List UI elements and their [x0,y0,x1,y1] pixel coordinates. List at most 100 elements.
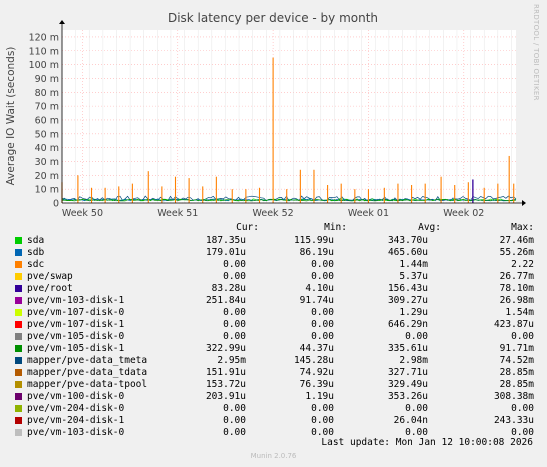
legend-series-name: pve/vm-103-disk-1 [27,295,125,306]
legend-cur-value: 0.00 [223,403,246,414]
legend-swatch [15,369,22,376]
legend-min-value: 76.39u [299,379,334,390]
legend-cur-value: 151.91u [205,367,246,378]
x-tick-label: Week 02 [443,208,484,219]
legend-avg-value: 327.71u [387,367,428,378]
y-tick-label: 90 m [35,74,59,85]
legend-min-value: 1.19u [305,391,334,402]
legend-cur-value: 179.01u [205,247,246,258]
legend-swatch [15,321,22,328]
legend-swatch [15,417,22,424]
legend-row: sdb 179.01u 86.19u 465.60u 55.26m [0,247,547,259]
legend-avg-value: 2.98m [399,355,428,366]
legend-series-name: mapper/pve-data_tmeta [27,355,148,366]
legend-header: Cur: Min: Avg: Max: [0,222,547,234]
legend-series-name: pve/vm-105-disk-1 [27,343,125,354]
legend-cur-value: 0.00 [223,319,246,330]
legend-cur-value: 0.00 [223,331,246,342]
legend-max-value: 0.00 [511,331,534,342]
legend-header-min: Min: [324,222,347,233]
legend-row: sda 187.35u 115.99u 343.70u 27.46m [0,235,547,247]
legend-swatch [15,309,22,316]
series-line-vm-105-disk-1 [61,199,517,202]
y-tick-label: 110 m [29,46,59,57]
legend-swatch [15,333,22,340]
legend-row: pve/root 83.28u 4.10u 156.43u 78.10m [0,283,547,295]
legend-cur-value: 251.84u [205,295,246,306]
legend-swatch [15,261,22,268]
legend-min-value: 0.00 [311,307,334,318]
legend-avg-value: 335.61u [387,343,428,354]
y-tick-label: 50 m [35,129,59,140]
y-axis-label: Average IO Wait (seconds) [5,47,17,186]
legend-min-value: 0.00 [311,427,334,438]
legend-cur-value: 187.35u [205,235,246,246]
chart-title: Disk latency per device - by month [168,11,378,25]
legend-cur-value: 0.00 [223,259,246,270]
legend-min-value: 0.00 [311,331,334,342]
legend-max-value: 74.52m [499,355,534,366]
legend-max-value: 2.22 [511,259,534,270]
legend-avg-value: 465.60u [387,247,428,258]
legend-max-value: 308.38m [493,391,534,402]
legend-avg-value: 0.00 [405,427,428,438]
legend-series-name: sda [27,235,45,246]
y-tick-label: 40 m [35,143,59,154]
legend-cur-value: 203.91u [205,391,246,402]
legend-max-value: 423.87u [493,319,534,330]
legend-cur-value: 0.00 [223,415,246,426]
y-tick-label: 60 m [35,115,59,126]
legend-swatch [15,285,22,292]
legend-max-value: 1.54m [505,307,534,318]
legend-row: sdc 0.00 0.00 1.44m 2.22 [0,259,547,271]
legend-max-value: 26.98m [499,295,534,306]
legend-avg-value: 1.29u [399,307,428,318]
legend-series-name: pve/vm-107-disk-0 [27,307,125,318]
legend-swatch [15,249,22,256]
legend-row: pve/vm-105-disk-1 322.99u 44.37u 335.61u 91.… [0,343,547,355]
legend-min-value: 44.37u [299,343,334,354]
series-line-sda [61,198,517,202]
legend-min-value: 0.00 [311,319,334,330]
last-update: Last update: Mon Jan 12 10:00:08 2026 [321,437,533,448]
legend-row: mapper/pve-data-tpool 153.72u 76.39u 329.49… [0,379,547,391]
legend-max-value: 27.46m [499,235,534,246]
legend-avg-value: 0.00 [405,403,428,414]
legend-min-value: 145.28u [293,355,334,366]
legend-avg-value: 343.70u [387,235,428,246]
legend-series-name: pve/vm-204-disk-0 [27,403,125,414]
legend-series-name: mapper/pve-data-tpool [27,379,148,390]
x-tick-label: Week 50 [62,208,103,219]
legend-swatch [15,381,22,388]
legend-max-value: 78.10m [499,283,534,294]
legend-max-value: 28.85m [499,367,534,378]
legend-swatch [15,405,22,412]
rrdtool-credit: RRDTOOL / TOBI OETIKER [532,4,540,101]
y-tick-label: 120 m [29,32,59,43]
legend-max-value: 243.33u [493,415,534,426]
legend-row: pve/vm-103-disk-1 251.84u 91.74u 309.27u 26.… [0,295,547,307]
legend-avg-value: 353.26u [387,391,428,402]
legend-row: pve/vm-204-disk-1 0.00 0.00 26.04n 243.33u [0,415,547,427]
legend-max-value: 91.71m [499,343,534,354]
legend-series-name: pve/root [27,283,73,294]
legend-series-name: pve/vm-105-disk-0 [27,331,125,342]
legend-avg-value: 329.49u [387,379,428,390]
legend-series-name: pve/swap [27,271,73,282]
y-tick-label: 30 m [35,157,59,168]
legend-max-value: 55.26m [499,247,534,258]
legend-row: pve/vm-103-disk-0 0.00 0.00 0.00 0.00 [0,427,547,439]
legend-min-value: 4.10u [305,283,334,294]
legend-cur-value: 153.72u [205,379,246,390]
y-tick-label: 20 m [35,171,59,182]
legend-swatch [15,273,22,280]
chart-area: Disk latency per device - by month Averag… [5,11,526,219]
legend-min-value: 86.19u [299,247,334,258]
legend-row: pve/swap 0.00 0.00 5.37u 26.77m [0,271,547,283]
legend-swatch [15,237,22,244]
legend-row: mapper/pve-data_tdata 151.91u 74.92u 327.71… [0,367,547,379]
legend-min-value: 0.00 [311,271,334,282]
legend-swatch [15,345,22,352]
legend-max-value: 0.00 [511,427,534,438]
legend-row: mapper/pve-data_tmeta 2.95m 145.28u 2.98m 74… [0,355,547,367]
